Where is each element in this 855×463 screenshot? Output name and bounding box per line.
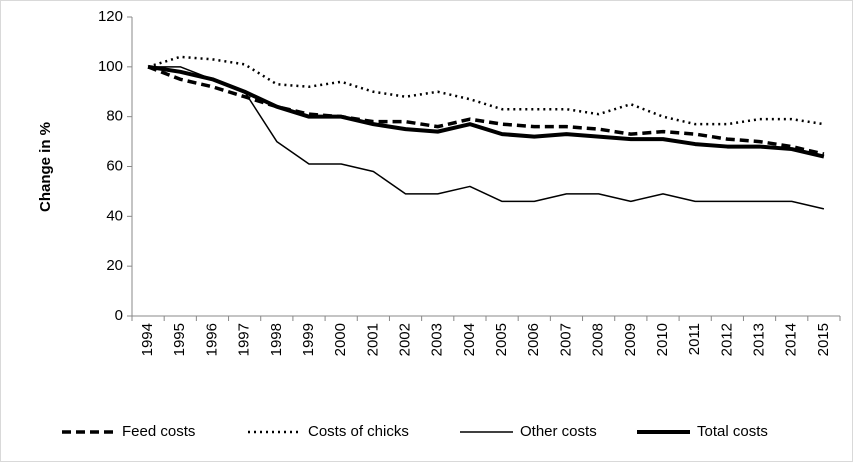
x-tick-label: 1997: [236, 323, 253, 356]
x-tick-label: 2003: [429, 323, 446, 356]
y-tick-label: 60: [106, 157, 123, 174]
y-tick-label: 20: [106, 257, 123, 274]
legend-label: Total costs: [697, 423, 768, 440]
x-tick-label: 2013: [751, 323, 768, 356]
series-line: [147, 64, 825, 159]
x-tick-label: 1994: [139, 323, 156, 356]
series-line: [147, 55, 825, 126]
x-tick-label: 2002: [397, 323, 414, 356]
y-tick-label: 120: [98, 8, 123, 25]
y-tick-label: 100: [98, 58, 123, 75]
legend-label: Costs of chicks: [308, 423, 409, 440]
x-tick-label: 2014: [783, 323, 800, 356]
x-tick-label: 2006: [525, 323, 542, 356]
x-tick-label: 1999: [300, 323, 317, 356]
x-tick-label: 2015: [815, 323, 832, 356]
y-tick-label: 40: [106, 207, 123, 224]
series-line: [147, 65, 825, 156]
legend-label: Feed costs: [122, 423, 195, 440]
x-tick-label: 2011: [686, 323, 703, 355]
y-axis-label: Change in %: [37, 122, 54, 212]
legend-label: Other costs: [520, 423, 597, 440]
x-tick-label: 1996: [203, 323, 220, 356]
x-tick-label: 2004: [461, 323, 478, 356]
x-tick-label: 1998: [268, 323, 285, 356]
x-tick-label: 2010: [654, 323, 671, 356]
x-tick-label: 2007: [557, 323, 574, 356]
x-tick-label: 2000: [332, 323, 349, 356]
x-tick-label: 1995: [171, 323, 188, 356]
x-tick-label: 2009: [622, 323, 639, 356]
x-tick-label: 2008: [590, 323, 607, 356]
x-tick-label: 2012: [718, 323, 735, 356]
y-tick-label: 80: [106, 108, 123, 125]
y-tick-label: 0: [115, 307, 123, 324]
series-line: [148, 66, 825, 210]
x-tick-label: 2001: [364, 323, 381, 356]
x-tick-label: 2005: [493, 323, 510, 356]
